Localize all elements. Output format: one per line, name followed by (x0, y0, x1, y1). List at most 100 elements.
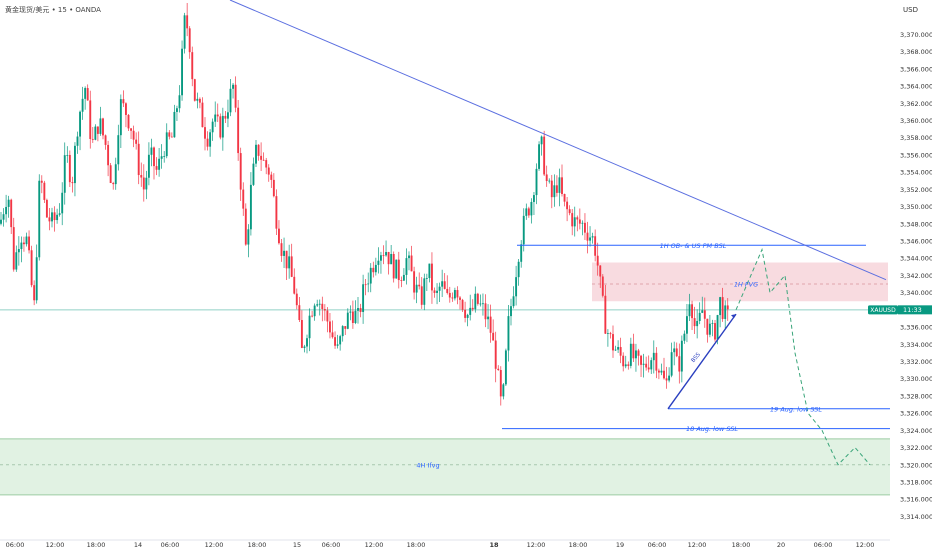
y-tick-label: 3,350.000 (900, 203, 932, 211)
candle-body (224, 115, 227, 119)
candle-body (275, 196, 278, 229)
candle-body (680, 340, 683, 372)
candle-body (622, 355, 625, 367)
candle-body (566, 201, 569, 210)
candle-body (673, 348, 676, 353)
candle-body (448, 292, 451, 298)
candle-body (408, 255, 410, 259)
candle-body (48, 217, 51, 222)
candle-body (318, 303, 321, 305)
candle-body (84, 88, 87, 99)
price-axis-background (890, 0, 932, 550)
candle-body (66, 154, 69, 156)
candle-body (147, 154, 150, 178)
candle-body (678, 356, 681, 372)
candle-body (504, 350, 507, 385)
candle-body (387, 252, 390, 265)
candle-body (578, 219, 581, 224)
candle-body (584, 222, 586, 233)
candle-body (227, 112, 229, 119)
candle-body (25, 236, 28, 245)
price-tag-symbol: XAUUSD (870, 307, 896, 314)
y-tick-label: 3,322.000 (900, 444, 932, 452)
y-tick-label: 3,334.000 (900, 341, 932, 349)
candle-body (632, 343, 635, 359)
candle-body (216, 114, 219, 117)
ifvg-zone (0, 438, 890, 495)
candle-body (153, 147, 155, 167)
candle-body (688, 304, 691, 317)
candle-body (196, 98, 199, 101)
candle-body (527, 208, 530, 216)
candle-body (629, 343, 632, 366)
y-tick-label: 3,348.000 (900, 220, 932, 228)
candle-body (594, 236, 597, 256)
candle-body (303, 346, 306, 348)
candle-body (323, 309, 326, 311)
candle-body (362, 284, 365, 312)
candle-body (726, 305, 729, 310)
candle-body (232, 84, 234, 89)
x-tick-label: 18:00 (732, 541, 751, 549)
candle-body (63, 155, 66, 193)
candle-body (703, 310, 706, 319)
candle-body (43, 182, 46, 200)
candle-body (668, 375, 671, 381)
candle-body (686, 316, 688, 334)
candle-body (76, 136, 79, 146)
candle-body (627, 364, 630, 366)
candle-body (132, 130, 135, 140)
projection-path[interactable] (735, 247, 871, 466)
candle-body (229, 88, 232, 113)
candle-body (492, 332, 495, 341)
candle-body (272, 179, 275, 197)
x-tick-label: 12:00 (688, 541, 707, 549)
bss-line[interactable] (667, 313, 737, 410)
candle-body (489, 316, 492, 333)
x-tick-label: 18:00 (87, 541, 106, 549)
candle-body (359, 308, 362, 312)
candle-body (576, 217, 579, 220)
candle-body (714, 323, 716, 340)
candle-body (125, 103, 127, 115)
candle-body (23, 242, 25, 245)
candle-body (130, 128, 132, 131)
price-axis[interactable]: USD 3,314.000 3,316.000 3,318.000 3,320.000… (890, 0, 932, 550)
time-axis[interactable]: 06:00 12:00 18:00 14 06:00 12:00 18:00 15 06:00 1… (0, 539, 890, 549)
candle-body (135, 139, 138, 144)
y-tick-label: 3,360.000 (900, 117, 932, 125)
candle-body (331, 332, 334, 338)
candle-body (571, 213, 574, 227)
candle-body (326, 310, 329, 322)
candle-body (502, 384, 505, 397)
candle-body (464, 309, 467, 318)
candle-body (158, 158, 161, 170)
x-tick-label: 14 (134, 541, 142, 549)
y-tick-label: 3,328.000 (900, 392, 932, 400)
candle-body (5, 206, 8, 215)
candle-body (663, 370, 665, 379)
y-tick-label: 3,354.000 (900, 169, 932, 177)
candle-body (20, 242, 23, 250)
candle-body (617, 347, 620, 350)
candle-body (344, 326, 347, 329)
candle-body (535, 168, 538, 196)
y-tick-label: 3,320.000 (900, 461, 932, 469)
x-tick-label: 12:00 (46, 541, 65, 549)
candle-body (91, 138, 94, 140)
candle-body (533, 195, 535, 202)
candle-body (163, 156, 166, 157)
candle-body (142, 177, 145, 190)
candle-body (721, 297, 724, 319)
candle-body (392, 254, 395, 279)
candle-body (606, 333, 609, 334)
y-tick-label: 3,366.000 (900, 65, 932, 73)
candle-body (81, 98, 84, 112)
candle-body (670, 352, 673, 376)
candle-body (308, 315, 311, 339)
candle-body (249, 184, 252, 230)
candle-body (642, 363, 645, 365)
descending-trendline[interactable] (229, 0, 887, 281)
candle-body (431, 263, 433, 291)
